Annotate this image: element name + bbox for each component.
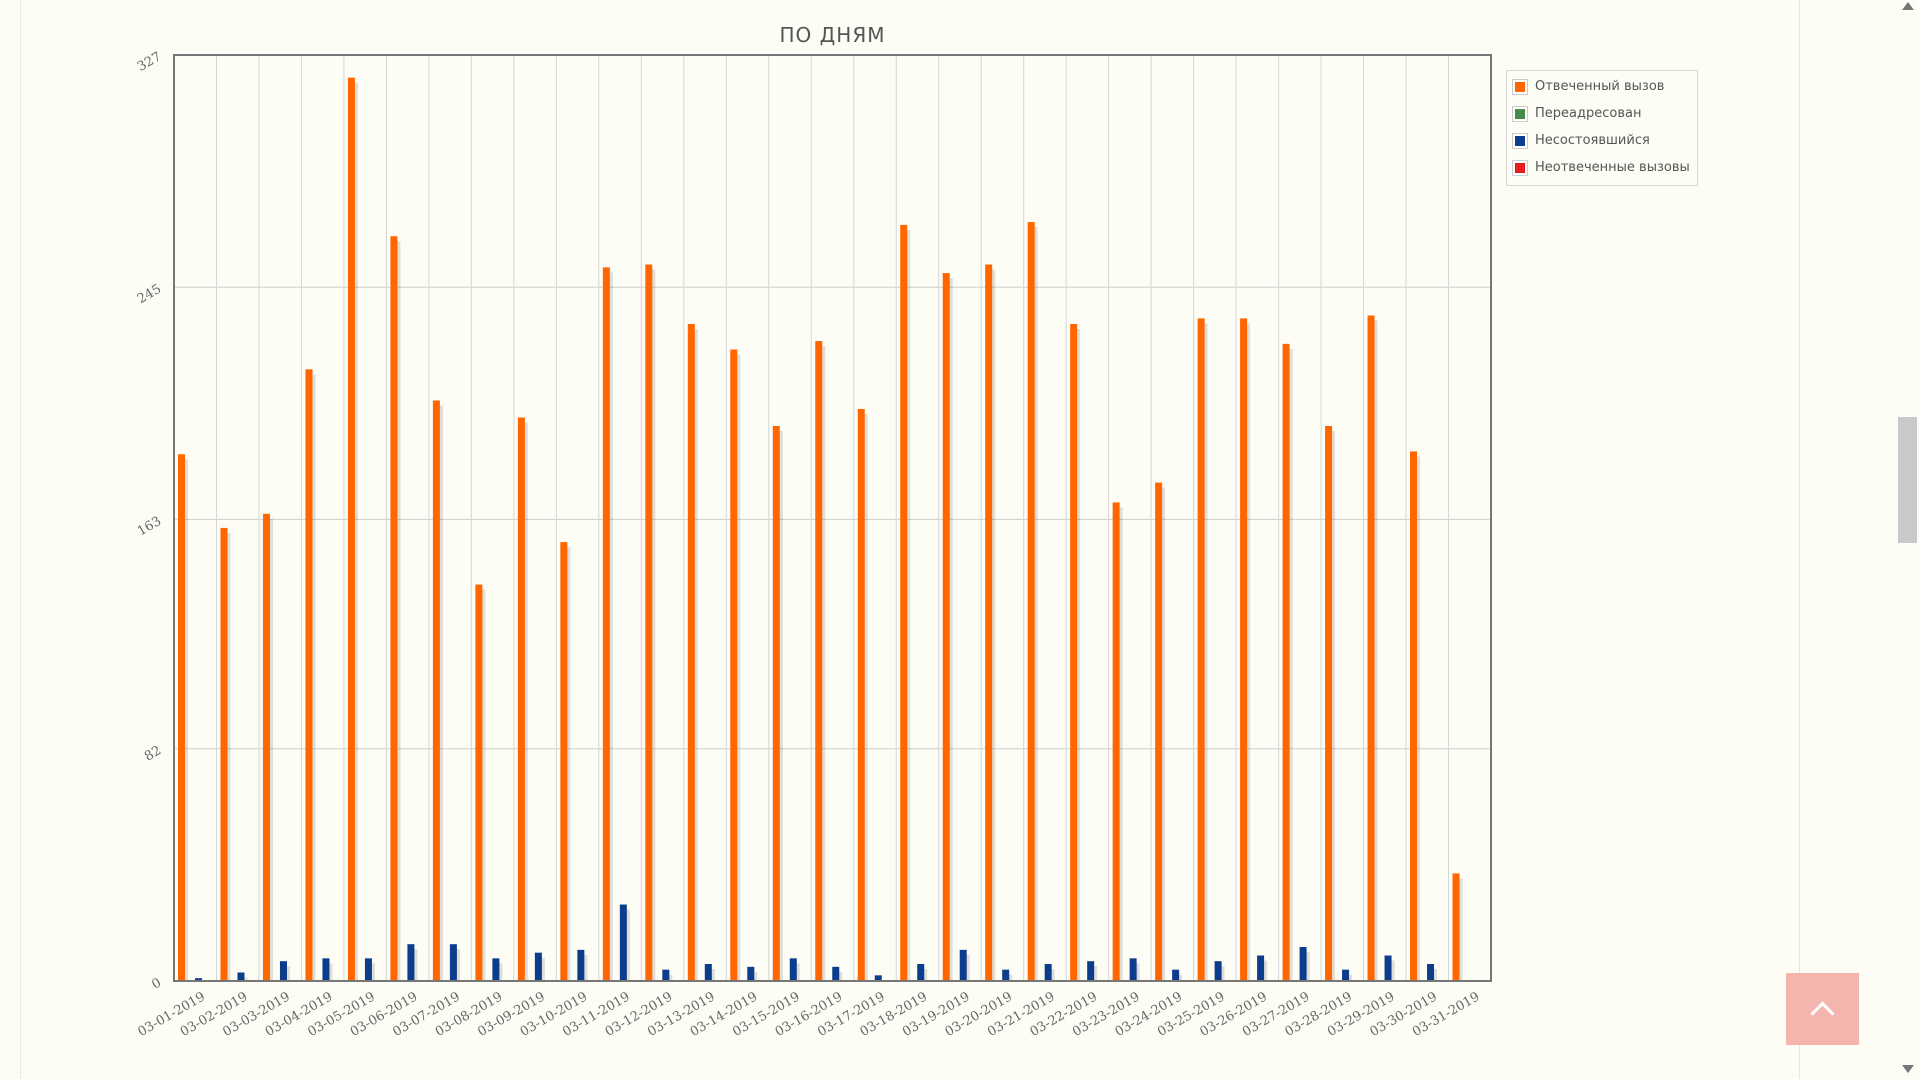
bar-0-03-13-2019[interactable]	[687, 324, 695, 982]
bar-2-03-20-2019[interactable]	[1002, 969, 1010, 981]
plot-frame	[173, 54, 1492, 982]
bar-0-03-31-2019[interactable]	[1452, 873, 1460, 981]
scroll-down-arrow-icon[interactable]	[1902, 1065, 1914, 1073]
x-axis-ticks: 03-01-201903-02-201903-03-201903-04-2019…	[135, 989, 1482, 1039]
bar-2-03-04-2019[interactable]	[322, 958, 330, 981]
bar-2-03-14-2019[interactable]	[747, 966, 755, 981]
bar-2-03-23-2019[interactable]	[1129, 958, 1137, 981]
bar-2-03-17-2019[interactable]	[874, 975, 882, 981]
bar-0-03-29-2019[interactable]	[1367, 315, 1375, 981]
y-tick-label: 0	[149, 975, 164, 992]
bar-2-03-09-2019[interactable]	[534, 952, 542, 981]
bar-0-03-26-2019[interactable]	[1240, 318, 1248, 981]
bar-0-03-16-2019[interactable]	[815, 341, 823, 982]
bar-0-03-15-2019[interactable]	[772, 425, 780, 981]
legend-swatch-failed	[1512, 132, 1528, 149]
back-to-top-button[interactable]	[1786, 973, 1859, 1045]
page-guide-left	[20, 0, 21, 1079]
bar-2-03-02-2019[interactable]	[237, 972, 245, 981]
bar-2-03-07-2019[interactable]	[449, 944, 457, 981]
chart-title: ПО ДНЯМ	[780, 23, 886, 47]
legend-swatch-forwarded	[1512, 105, 1528, 122]
legend-swatch-answered	[1512, 78, 1528, 95]
y-tick-label: 327	[135, 49, 164, 74]
bar-0-03-10-2019[interactable]	[560, 542, 568, 981]
scroll-up-arrow-icon[interactable]	[1902, 2, 1914, 10]
scroll-thumb[interactable]	[1898, 417, 1917, 543]
bar-2-03-28-2019[interactable]	[1342, 969, 1350, 981]
bar-0-03-11-2019[interactable]	[602, 267, 610, 981]
bar-0-03-27-2019[interactable]	[1282, 343, 1290, 982]
bar-2-03-11-2019[interactable]	[619, 904, 627, 981]
bar-0-03-09-2019[interactable]	[517, 417, 525, 981]
bar-2-03-19-2019[interactable]	[959, 949, 967, 981]
bar-2-03-22-2019[interactable]	[1087, 961, 1095, 981]
bar-2-03-03-2019[interactable]	[279, 961, 287, 981]
bar-0-03-04-2019[interactable]	[305, 369, 313, 981]
bar-0-03-12-2019[interactable]	[645, 264, 653, 981]
bar-2-03-01-2019[interactable]	[195, 978, 202, 981]
bar-0-03-18-2019[interactable]	[900, 224, 908, 981]
bar-2-03-06-2019[interactable]	[407, 944, 415, 981]
bar-0-03-24-2019[interactable]	[1155, 482, 1163, 981]
legend-label-forwarded: Переадресован	[1535, 106, 1642, 121]
page-guide-right	[1799, 0, 1800, 1079]
bar-2-03-29-2019[interactable]	[1384, 955, 1392, 981]
chevron-up-icon	[1810, 1000, 1835, 1026]
bar-0-03-22-2019[interactable]	[1070, 324, 1078, 982]
bar-0-03-20-2019[interactable]	[985, 264, 993, 981]
bar-2-03-10-2019[interactable]	[577, 949, 585, 981]
legend-label-answered: Отвеченный вызов	[1535, 79, 1665, 94]
bar-2-03-12-2019[interactable]	[662, 969, 670, 981]
bar-2-03-18-2019[interactable]	[917, 964, 925, 981]
bar-0-03-25-2019[interactable]	[1197, 318, 1205, 981]
page-scrollbar[interactable]	[1896, 0, 1919, 1079]
bar-0-03-14-2019[interactable]	[730, 349, 738, 981]
bar-0-03-19-2019[interactable]	[942, 273, 950, 981]
legend-label-failed: Несостоявшийся	[1535, 133, 1650, 148]
bar-0-03-21-2019[interactable]	[1027, 222, 1035, 982]
bar-0-03-02-2019[interactable]	[220, 527, 228, 981]
bar-2-03-13-2019[interactable]	[704, 964, 712, 981]
legend-swatch-unanswered	[1512, 159, 1528, 176]
legend-item-unanswered[interactable]: Неотвеченные вызовы	[1507, 154, 1697, 181]
bar-0-03-30-2019[interactable]	[1410, 451, 1418, 981]
legend-item-failed[interactable]: Несостоявшийся	[1507, 127, 1697, 154]
bar-2-03-05-2019[interactable]	[364, 958, 372, 981]
bar-0-03-07-2019[interactable]	[432, 400, 440, 982]
bar-2-03-26-2019[interactable]	[1257, 955, 1265, 981]
bar-2-03-30-2019[interactable]	[1427, 964, 1435, 981]
y-tick-label: 245	[135, 282, 164, 307]
bar-2-03-24-2019[interactable]	[1172, 969, 1180, 981]
bar-0-03-08-2019[interactable]	[475, 584, 483, 981]
bar-0-03-05-2019[interactable]	[347, 77, 355, 982]
bar-0-03-06-2019[interactable]	[390, 236, 398, 981]
grid	[174, 54, 1491, 982]
bar-0-03-03-2019[interactable]	[262, 513, 270, 981]
bar-2-03-21-2019[interactable]	[1044, 964, 1052, 981]
legend-item-answered[interactable]: Отвеченный вызов	[1507, 73, 1697, 100]
bars	[178, 77, 1463, 982]
bar-2-03-27-2019[interactable]	[1299, 947, 1307, 981]
bar-2-03-08-2019[interactable]	[492, 958, 500, 981]
y-tick-label: 82	[142, 743, 164, 764]
legend-item-forwarded[interactable]: Переадресован	[1507, 100, 1697, 127]
bar-0-03-01-2019[interactable]	[178, 454, 185, 981]
bar-0-03-23-2019[interactable]	[1112, 502, 1120, 981]
bar-2-03-15-2019[interactable]	[789, 958, 797, 981]
legend: Отвеченный вызов Переадресован Несостояв…	[1506, 70, 1698, 186]
y-tick-label: 163	[135, 514, 164, 539]
bar-2-03-16-2019[interactable]	[832, 966, 840, 981]
bar-0-03-17-2019[interactable]	[857, 408, 865, 981]
y-axis-ticks: 0 82 163 245 327	[135, 49, 164, 992]
bar-0-03-28-2019[interactable]	[1325, 425, 1333, 981]
bar-2-03-25-2019[interactable]	[1214, 961, 1222, 981]
legend-label-unanswered: Неотвеченные вызовы	[1535, 160, 1690, 175]
